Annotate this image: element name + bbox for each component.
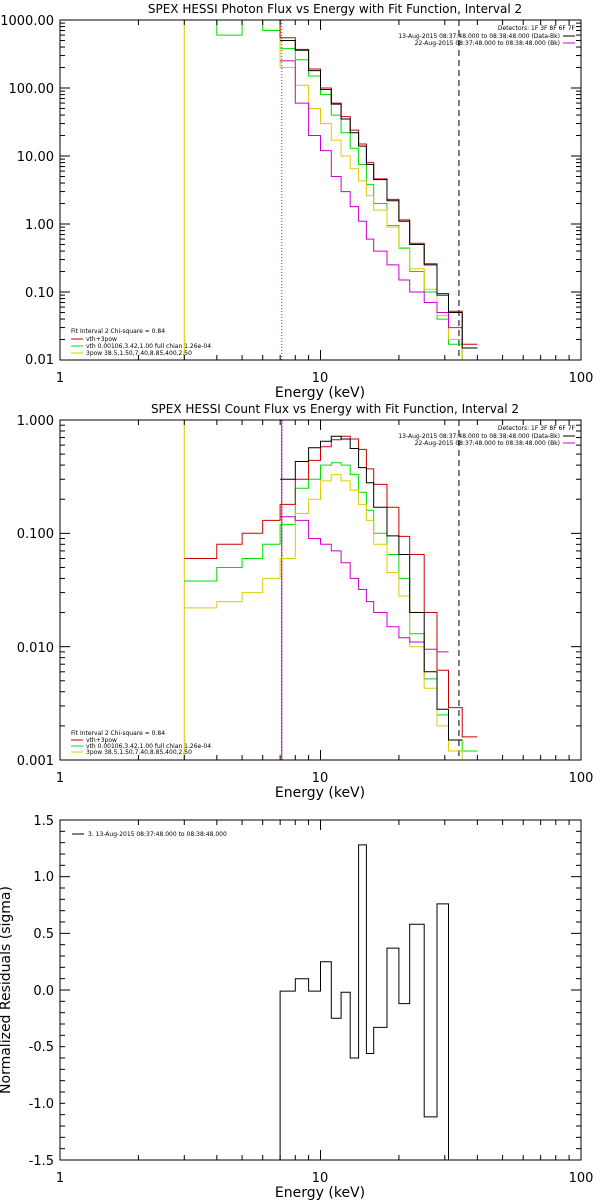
count-flux-plot-content xyxy=(183,420,478,761)
residuals-ytick-0.0: 0.0 xyxy=(33,984,54,999)
count-flux-fit-legend-0: Fit Interval 2 Chi-square = 0.84 xyxy=(71,730,165,737)
residuals-ytick-0.5: 0.5 xyxy=(33,927,54,942)
photon-flux-panel: SPEX HESSI Photon Flux vs Energy with Fi… xyxy=(0,2,593,401)
photon-flux-xlabel: Energy (keV) xyxy=(275,385,365,401)
residuals-histogram xyxy=(279,844,459,1161)
photon-flux-ytick-0.1: 0.10 xyxy=(25,286,54,301)
photon-flux-fit-legend-1: vth+3pow xyxy=(86,336,117,343)
residuals-ytick-1.5: 1.5 xyxy=(33,814,54,829)
photon-flux-fit-legend-3: 3pow 38.5,1.50,7.40,8.85,400,2.50 xyxy=(86,350,192,357)
series-data-histogram xyxy=(280,435,463,741)
series-vth-3pow-histogram xyxy=(184,435,478,738)
photon-flux-fit-legend-0: Fit Interval 2 Chi-square = 0.84 xyxy=(71,328,165,335)
count-flux-xtick-1: 1 xyxy=(56,771,64,786)
count-flux-legend-time-1: 22-Aug-2015 08:37:48.000 to 08:38:48.000… xyxy=(415,440,560,447)
series-3pow-histogram xyxy=(184,19,478,361)
residuals-ytick-1.0: 1.0 xyxy=(33,870,54,885)
series-data-histogram xyxy=(280,40,478,349)
count-flux-ytick-1: 1.000 xyxy=(17,414,54,429)
photon-flux-legend-time-0: 13-Aug-2015 08:37:48.000 to 08:38:48.000… xyxy=(398,33,560,40)
residuals-xtick-10: 10 xyxy=(312,1171,329,1186)
residuals-xtick-100: 100 xyxy=(569,1171,594,1186)
series-3pow-histogram xyxy=(184,474,478,761)
count-flux-axis-ticks xyxy=(59,419,582,761)
residuals-ytick--0.5: -0.5 xyxy=(29,1040,54,1055)
count-flux-ytick-0.01: 0.010 xyxy=(17,641,54,656)
photon-flux-xtick-100: 100 xyxy=(569,371,594,386)
photon-flux-ytick-10: 10.00 xyxy=(17,150,54,165)
photon-flux-xtick-10: 10 xyxy=(312,371,329,386)
photon-flux-ytick-1: 1.00 xyxy=(25,218,54,233)
photon-flux-legend-time-1: 22-Aug-2015 08:37:48.000 to 08:38:48.000… xyxy=(415,40,560,47)
count-flux-fit-legend-2: vth 0.00106,3.42,1.00 full chian 1.26e-0… xyxy=(86,743,211,750)
photon-flux-ytick-100: 100.00 xyxy=(9,82,55,97)
count-flux-ytick-0.001: 0.001 xyxy=(17,754,54,769)
count-flux-fit-legend-3: 3pow 38.5,1.50,7.40,8.85,400,2.50 xyxy=(86,749,192,756)
photon-flux-detectors: Detectors: 1F 3F 8F 6F 7F xyxy=(498,25,576,32)
count-flux-title: SPEX HESSI Count Flux vs Energy with Fit… xyxy=(151,402,519,416)
residuals-axis-ticks xyxy=(59,819,582,1161)
count-flux-legend-time-0: 13-Aug-2015 08:37:48.000 to 08:38:48.000… xyxy=(398,433,560,440)
photon-flux-title: SPEX HESSI Photon Flux vs Energy with Fi… xyxy=(148,2,522,16)
count-flux-panel: SPEX HESSI Count Flux vs Energy with Fit… xyxy=(17,402,594,801)
count-flux-xtick-100: 100 xyxy=(569,771,594,786)
series-Bk-histogram xyxy=(280,60,463,329)
photon-flux-fit-legend-2: vth 0.00106,3.42,1.00 full chian 1.26e-0… xyxy=(86,343,211,350)
residuals-ylabel: Normalized Residuals (sigma) xyxy=(0,886,14,1094)
residuals-xtick-1: 1 xyxy=(56,1171,64,1186)
residuals-panel: 1.5 1.0 0.5 0.0 -0.5 -1.0 -1.5 1 10 100 … xyxy=(0,814,593,1200)
count-flux-xtick-10: 10 xyxy=(312,771,329,786)
photon-flux-axis-ticks xyxy=(59,19,582,361)
count-flux-detectors: Detectors: 1F 3F 8F 6F 7F xyxy=(498,425,576,432)
count-flux-ytick-0.1: 0.100 xyxy=(17,527,54,542)
photon-flux-xtick-1: 1 xyxy=(56,371,64,386)
series-Bk-histogram xyxy=(280,516,449,653)
residuals-plot-content xyxy=(279,844,459,1161)
residuals-xlabel: Energy (keV) xyxy=(275,1185,365,1200)
photon-flux-ytick-0.01: 0.01 xyxy=(25,353,54,368)
photon-flux-plot-content xyxy=(183,19,478,361)
residuals-ytick--1.5: -1.5 xyxy=(29,1154,54,1169)
photon-flux-ytick-1000: 1000.00 xyxy=(0,14,54,29)
series-vth-3pow-histogram xyxy=(184,19,478,345)
series-vth-histogram xyxy=(184,19,478,361)
series-vth-histogram xyxy=(184,462,478,752)
residuals-legend: 3. 13-Aug-2015 08:37:48.000 to 08:38:48.… xyxy=(88,831,227,838)
residuals-ytick--1.0: -1.0 xyxy=(29,1097,54,1112)
count-flux-xlabel: Energy (keV) xyxy=(275,785,365,801)
count-flux-fit-legend-1: vth+3pow xyxy=(86,737,117,744)
